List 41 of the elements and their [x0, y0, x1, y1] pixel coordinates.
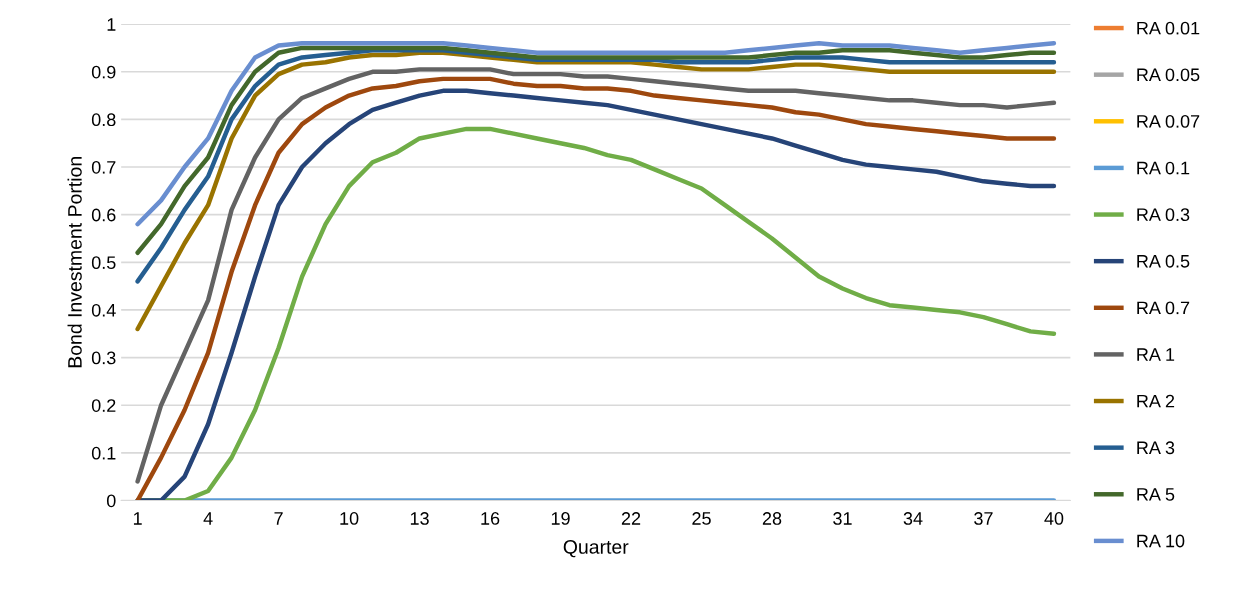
y-tick-label: 0.5 [91, 256, 116, 270]
x-tick-label: 22 [621, 512, 641, 525]
legend-label: RA 0.1 [1137, 161, 1190, 175]
x-tick-label: 31 [833, 512, 852, 525]
line-series [135, 50, 1057, 332]
x-tick-label: 10 [340, 512, 359, 525]
x-tick-label: 16 [481, 512, 500, 525]
legend-label: RA 2 [1137, 394, 1175, 408]
legend-label: RA 0.7 [1137, 301, 1190, 315]
legend-label: RA 0.01 [1137, 21, 1200, 35]
legend-label: RA 0.5 [1137, 254, 1190, 268]
y-axis-title: Bond Investment Portion [67, 157, 82, 368]
x-tick-label: 7 [274, 512, 283, 525]
x-tick-label: 1 [133, 512, 142, 525]
y-tick-label: 0 [106, 494, 116, 508]
y-tick-label: 1 [107, 18, 116, 31]
x-tick-label: 25 [692, 512, 711, 525]
x-axis-title: Quarter [563, 540, 629, 558]
y-tick-label: 0.1 [91, 446, 116, 460]
legend-label: RA 10 [1137, 534, 1185, 548]
y-tick-label: 0.7 [91, 160, 116, 174]
legend-label: RA 5 [1137, 488, 1175, 501]
line-series [135, 40, 1057, 227]
x-tick-label: 19 [551, 512, 570, 525]
x-tick-label: 13 [410, 512, 429, 525]
y-tick-label: 0.6 [91, 208, 116, 222]
x-tick-label: 4 [203, 512, 213, 525]
x-tick-label: 40 [1044, 512, 1064, 525]
y-tick-label: 0.4 [91, 303, 116, 317]
legend-label: RA 0.07 [1137, 115, 1200, 128]
legend-label: RA 0.05 [1137, 68, 1200, 82]
legend-label: RA 3 [1137, 441, 1175, 455]
y-tick-label: 0.3 [91, 351, 116, 365]
legend-label: RA 0.3 [1137, 208, 1190, 222]
x-tick-label: 34 [903, 512, 923, 525]
y-tick-label: 0.8 [91, 113, 116, 127]
legend-label: RA 1 [1137, 348, 1175, 361]
y-tick-label: 0.9 [91, 65, 116, 79]
y-tick-label: 0.2 [91, 399, 116, 412]
x-tick-label: 37 [974, 512, 993, 525]
x-tick-label: 28 [762, 512, 782, 525]
